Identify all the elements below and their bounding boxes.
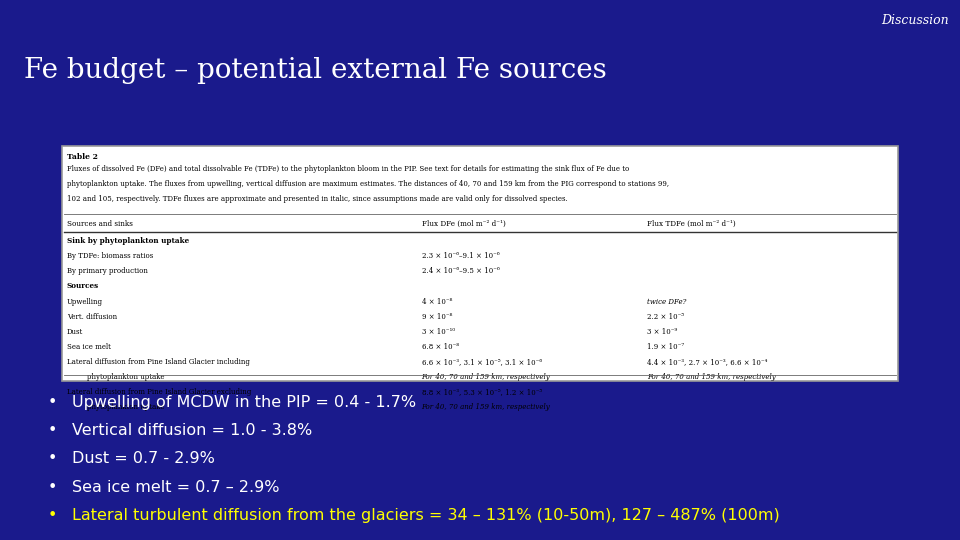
Text: 3 × 10⁻⁹: 3 × 10⁻⁹ <box>647 328 678 336</box>
Text: •: • <box>48 395 58 410</box>
Text: Lateral diffusion from Pine Island Glacier including: Lateral diffusion from Pine Island Glaci… <box>66 358 250 366</box>
Text: •: • <box>48 508 58 523</box>
Bar <box>62 146 898 381</box>
Text: For 40, 70 and 159 km, respectively: For 40, 70 and 159 km, respectively <box>647 373 776 381</box>
Text: twice DFe?: twice DFe? <box>647 298 686 306</box>
Text: Upwelling of MCDW in the PIP = 0.4 - 1.7%: Upwelling of MCDW in the PIP = 0.4 - 1.7… <box>72 395 416 410</box>
Text: Table 2: Table 2 <box>66 153 98 161</box>
Text: Flux DFe (mol m⁻² d⁻¹): Flux DFe (mol m⁻² d⁻¹) <box>421 220 505 228</box>
Text: Lateral diffusion from Pine Island Glacier excluding: Lateral diffusion from Pine Island Glaci… <box>66 388 251 396</box>
Text: By TDFe: biomass ratios: By TDFe: biomass ratios <box>66 252 153 260</box>
Text: 6.6 × 10⁻³, 3.1 × 10⁻⁵, 3.1 × 10⁻⁶: 6.6 × 10⁻³, 3.1 × 10⁻⁵, 3.1 × 10⁻⁶ <box>421 358 541 366</box>
Text: 102 and 105, respectively. TDFe fluxes are approximate and presented in italic, : 102 and 105, respectively. TDFe fluxes a… <box>66 195 567 203</box>
Text: 4.4 × 10⁻³, 2.7 × 10⁻³, 6.6 × 10⁻⁴: 4.4 × 10⁻³, 2.7 × 10⁻³, 6.6 × 10⁻⁴ <box>647 358 767 366</box>
Text: 2.2 × 10⁻⁵: 2.2 × 10⁻⁵ <box>647 313 684 321</box>
Text: For 40, 70 and 159 km, respectively: For 40, 70 and 159 km, respectively <box>421 373 550 381</box>
Text: 3 × 10⁻¹⁰: 3 × 10⁻¹⁰ <box>421 328 455 336</box>
Text: Vert. diffusion: Vert. diffusion <box>66 313 117 321</box>
Text: 2.4 × 10⁻⁶–9.5 × 10⁻⁶: 2.4 × 10⁻⁶–9.5 × 10⁻⁶ <box>421 267 499 275</box>
Text: Upwelling: Upwelling <box>66 298 103 306</box>
Text: 6.8 × 10⁻⁸: 6.8 × 10⁻⁸ <box>421 343 459 351</box>
Text: Discussion: Discussion <box>881 14 948 26</box>
Text: Fe budget – potential external Fe sources: Fe budget – potential external Fe source… <box>24 57 607 84</box>
Text: Sink by phytoplankton uptake: Sink by phytoplankton uptake <box>66 237 189 245</box>
Text: Flux TDFe (mol m⁻² d⁻¹): Flux TDFe (mol m⁻² d⁻¹) <box>647 220 735 228</box>
Text: phytoplankton uptake: phytoplankton uptake <box>87 403 165 411</box>
Text: •: • <box>48 423 58 438</box>
Text: 4 × 10⁻⁸: 4 × 10⁻⁸ <box>421 298 452 306</box>
Text: Vertical diffusion = 1.0 - 3.8%: Vertical diffusion = 1.0 - 3.8% <box>72 423 312 438</box>
Text: Sources and sinks: Sources and sinks <box>66 220 132 228</box>
Text: Sea ice melt = 0.7 – 2.9%: Sea ice melt = 0.7 – 2.9% <box>72 480 279 495</box>
Text: Fluxes of dissolved Fe (DFe) and total dissolvable Fe (TDFe) to the phytoplankto: Fluxes of dissolved Fe (DFe) and total d… <box>66 165 629 173</box>
Text: 2.3 × 10⁻⁶–9.1 × 10⁻⁶: 2.3 × 10⁻⁶–9.1 × 10⁻⁶ <box>421 252 499 260</box>
Text: phytoplankton uptake: phytoplankton uptake <box>87 373 165 381</box>
Text: Lateral turbulent diffusion from the glaciers = 34 – 131% (10-50m), 127 – 487% (: Lateral turbulent diffusion from the gla… <box>72 508 780 523</box>
Text: For 40, 70 and 159 km, respectively: For 40, 70 and 159 km, respectively <box>421 403 550 411</box>
Text: Sources: Sources <box>66 282 99 291</box>
Text: 8.8 × 10⁻³, 5.3 × 10⁻⁵, 1.2 × 10⁻⁵: 8.8 × 10⁻³, 5.3 × 10⁻⁵, 1.2 × 10⁻⁵ <box>421 388 541 396</box>
Text: By primary production: By primary production <box>66 267 148 275</box>
Text: Dust = 0.7 - 2.9%: Dust = 0.7 - 2.9% <box>72 451 215 467</box>
Text: Sea ice melt: Sea ice melt <box>66 343 110 351</box>
Text: 9 × 10⁻⁸: 9 × 10⁻⁸ <box>421 313 452 321</box>
Text: Dust: Dust <box>66 328 83 336</box>
Text: phytoplankton uptake. The fluxes from upwelling, vertical diffusion are maximum : phytoplankton uptake. The fluxes from up… <box>66 180 669 188</box>
Text: •: • <box>48 480 58 495</box>
Text: •: • <box>48 451 58 467</box>
Text: 1.9 × 10⁻⁷: 1.9 × 10⁻⁷ <box>647 343 684 351</box>
